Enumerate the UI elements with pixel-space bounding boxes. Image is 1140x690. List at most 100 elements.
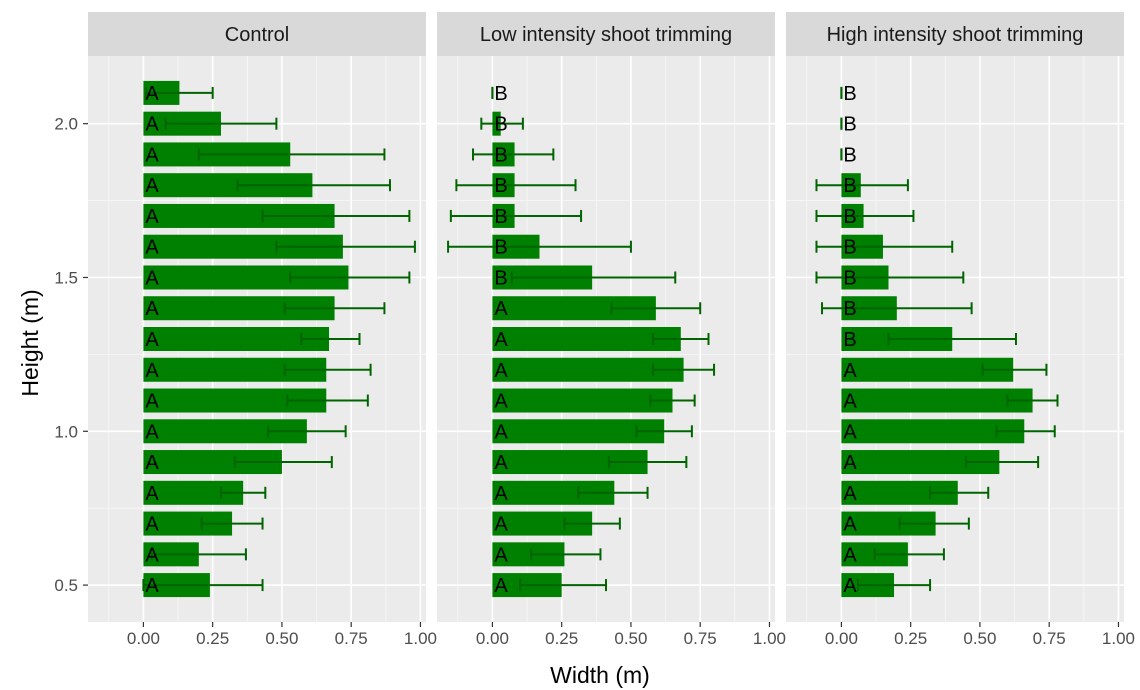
x-tick-label: 0.25 — [545, 629, 578, 648]
significance-letter: A — [843, 360, 857, 382]
significance-letter: A — [145, 114, 159, 136]
facet-panel: Low intensity shoot trimmingAAAAAAAAAABB… — [437, 12, 786, 648]
facet-strip — [786, 12, 1124, 56]
x-tick-label: 0.00 — [127, 629, 160, 648]
significance-letter: B — [843, 237, 856, 259]
significance-letter: A — [843, 391, 857, 413]
significance-letter: A — [843, 452, 857, 474]
significance-letter: A — [494, 514, 508, 536]
significance-letter: B — [494, 175, 507, 197]
error-bar — [150, 548, 247, 561]
error-bar — [300, 333, 361, 345]
x-tick-label: 0.50 — [265, 629, 298, 648]
significance-letter: B — [494, 144, 507, 166]
significance-letter: A — [145, 298, 159, 320]
bar — [492, 357, 684, 382]
x-tick-label: 0.25 — [196, 629, 229, 648]
significance-letter: A — [843, 514, 857, 536]
error-bar — [283, 302, 386, 315]
error-bar — [649, 394, 696, 407]
error-bar — [510, 271, 677, 284]
y-axis-title: Height (m) — [17, 289, 43, 396]
x-axis-title: Width (m) — [550, 662, 650, 688]
y-tick-label: 0.5 — [54, 576, 78, 595]
significance-letter: A — [145, 329, 159, 351]
significance-letter: A — [145, 237, 159, 259]
significance-letter: A — [494, 483, 508, 505]
x-tick-label: 1.00 — [1102, 629, 1135, 648]
error-bar — [635, 425, 693, 438]
x-tick-label: 0.25 — [894, 629, 927, 648]
facet-panels: 0.51.01.52.0ControlAAAAAAAAAAAAAAAAA0.00… — [54, 12, 1135, 648]
significance-letter: B — [843, 329, 856, 351]
significance-letter: B — [494, 83, 507, 105]
x-tick-label: 0.00 — [825, 629, 858, 648]
significance-letter: B — [843, 144, 856, 166]
bar — [492, 511, 593, 536]
error-bar — [610, 302, 702, 315]
significance-letter: A — [145, 206, 159, 228]
significance-letter: A — [494, 329, 508, 351]
error-bar — [898, 517, 970, 530]
error-bar — [929, 486, 990, 499]
error-bar — [815, 240, 954, 253]
error-bar — [472, 148, 555, 161]
error-bar — [275, 240, 416, 253]
significance-letter: B — [843, 298, 856, 320]
error-bar — [200, 517, 264, 530]
y-tick-label: 2.0 — [54, 115, 78, 134]
significance-letter: A — [145, 175, 159, 197]
y-tick-label: 1.0 — [54, 422, 78, 441]
error-bar — [261, 209, 411, 222]
significance-letter: A — [494, 575, 508, 597]
significance-letter: A — [145, 267, 159, 289]
significance-letter: B — [843, 114, 856, 136]
x-tick-label: 0.75 — [1033, 629, 1066, 648]
significance-letter: A — [145, 483, 159, 505]
significance-letter: B — [843, 206, 856, 228]
error-bar — [887, 333, 1017, 345]
error-bar — [652, 363, 716, 376]
significance-letter: A — [145, 452, 159, 474]
y-tick-label: 1.5 — [54, 268, 78, 287]
error-bar — [1006, 394, 1059, 407]
error-bar — [821, 302, 973, 315]
x-tick-label: 0.00 — [476, 629, 509, 648]
error-bar — [219, 486, 267, 499]
significance-letter: A — [145, 575, 159, 597]
error-bar — [815, 179, 909, 192]
significance-letter: A — [494, 391, 508, 413]
bar — [492, 388, 673, 413]
error-bar — [607, 456, 688, 469]
significance-letter: B — [843, 267, 856, 289]
error-bar — [981, 363, 1048, 376]
error-bar — [995, 425, 1056, 438]
error-bar — [145, 86, 214, 99]
significance-letter: A — [145, 144, 159, 166]
facet-title: Control — [225, 24, 289, 46]
bar — [143, 511, 233, 536]
significance-letter: A — [494, 360, 508, 382]
bar — [143, 327, 330, 351]
significance-letter: A — [843, 483, 857, 505]
significance-letter: A — [145, 421, 159, 443]
significance-letter: A — [145, 83, 159, 105]
error-bar — [142, 579, 264, 592]
significance-letter: B — [494, 114, 507, 136]
x-tick-label: 0.75 — [684, 629, 717, 648]
significance-letter: B — [843, 83, 856, 105]
significance-letter: A — [494, 452, 508, 474]
significance-letter: A — [843, 421, 857, 443]
error-bar — [449, 209, 583, 222]
x-tick-label: 0.75 — [335, 629, 368, 648]
x-tick-label: 1.00 — [753, 629, 786, 648]
bar — [841, 511, 936, 536]
error-bar — [236, 179, 391, 192]
significance-letter: B — [494, 267, 507, 289]
facet-panel: High intensity shoot trimmingAAAAAAAABBB… — [786, 12, 1135, 648]
x-tick-label: 1.00 — [404, 629, 437, 648]
error-bar — [164, 117, 278, 130]
error-bar — [197, 148, 386, 161]
significance-letter: B — [494, 206, 507, 228]
